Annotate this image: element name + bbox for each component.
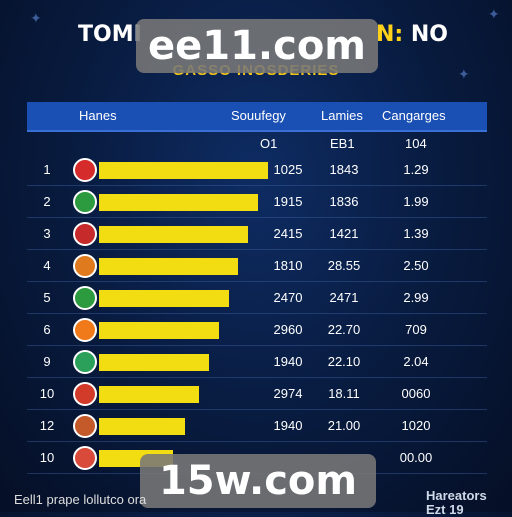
team-logo-icon xyxy=(73,446,97,470)
rank-label: 5 xyxy=(43,290,51,305)
table-row[interactable]: 6 2960 22.70 709 xyxy=(27,314,487,346)
star-icon: ✦ xyxy=(488,6,500,22)
value-col-1: 1915 xyxy=(273,194,303,209)
value-col-3: 1020 xyxy=(401,418,431,433)
score-bar xyxy=(99,290,229,307)
col-header-1: Souufegy xyxy=(231,108,286,123)
table-row[interactable]: 9 1940 22.10 2.04 xyxy=(27,346,487,378)
rank-label: 10 xyxy=(39,386,55,401)
value-col-3: 709 xyxy=(405,322,427,337)
col-header-2: Lamies xyxy=(321,108,363,123)
team-logo-icon xyxy=(73,222,97,246)
rank-label: 12 xyxy=(39,418,55,433)
value-col-2: 18.11 xyxy=(328,386,360,401)
table-row[interactable]: 12 1940 21.00 1020 xyxy=(27,410,487,442)
score-bar xyxy=(99,162,268,179)
subheader-2: EB1 xyxy=(330,136,355,151)
value-col-1: 1940 xyxy=(273,354,303,369)
table-row[interactable]: 5 2470 2471 2.99 xyxy=(27,282,487,314)
value-col-3: 1.29 xyxy=(403,162,429,177)
watermark-bottom: 15w.com xyxy=(140,454,376,508)
value-col-2: 2471 xyxy=(329,290,359,305)
value-col-2: 28.55 xyxy=(327,258,361,273)
table-subheader: O1 EB1 104 xyxy=(0,136,512,152)
value-col-2: 1836 xyxy=(329,194,359,209)
subheader-3: 104 xyxy=(405,136,427,151)
score-bar xyxy=(99,258,238,275)
team-logo-icon xyxy=(73,286,97,310)
watermark-top: ee11.com xyxy=(136,19,378,73)
value-col-1: 2974 xyxy=(273,386,303,401)
score-bar xyxy=(99,226,248,243)
value-col-3: 1.99 xyxy=(403,194,429,209)
score-bar xyxy=(99,386,199,403)
value-col-2: 21.00 xyxy=(327,418,361,433)
team-logo-icon xyxy=(73,254,97,278)
value-col-3: 2.99 xyxy=(403,290,429,305)
rank-label: 10 xyxy=(39,450,55,465)
rank-label: 3 xyxy=(43,226,51,241)
value-col-1: 1025 xyxy=(273,162,303,177)
team-logo-icon xyxy=(73,318,97,342)
value-col-3: 2.50 xyxy=(403,258,429,273)
footer-right: Hareators Ezt 19 xyxy=(426,488,487,517)
value-col-3: 2.04 xyxy=(403,354,429,369)
value-col-1: 1810 xyxy=(273,258,303,273)
value-col-2: 22.70 xyxy=(327,322,361,337)
subheader-1: O1 xyxy=(260,136,278,151)
value-col-1: 2960 xyxy=(273,322,303,337)
score-bar xyxy=(99,418,185,435)
score-bar xyxy=(99,194,258,211)
table-row[interactable]: 10 2974 18.11 0060 xyxy=(27,378,487,410)
title-left: TOMI xyxy=(78,22,142,47)
rank-label: 1 xyxy=(43,162,51,177)
rank-label: 6 xyxy=(43,322,51,337)
table-row[interactable]: 1 1025 1843 1.29 xyxy=(27,154,487,186)
value-col-1: 2415 xyxy=(273,226,303,241)
col-header-3: Cangarges xyxy=(382,108,446,123)
table-row[interactable]: 2 1915 1836 1.99 xyxy=(27,186,487,218)
value-col-2: 1843 xyxy=(329,162,359,177)
rank-label: 9 xyxy=(43,354,51,369)
value-col-1: 2470 xyxy=(273,290,303,305)
value-col-2: 22.10 xyxy=(327,354,361,369)
team-logo-icon xyxy=(73,350,97,374)
value-col-3: 0060 xyxy=(401,386,431,401)
rank-label: 4 xyxy=(43,258,51,273)
footer-left: Eell1 prape lollutco ora xyxy=(14,492,147,507)
score-bar xyxy=(99,322,219,339)
table-row[interactable]: 4 1810 28.55 2.50 xyxy=(27,250,487,282)
score-bar xyxy=(99,354,209,371)
team-logo-icon xyxy=(73,158,97,182)
table-row[interactable]: 3 2415 1421 1.39 xyxy=(27,218,487,250)
col-header-name: Hanes xyxy=(79,108,117,123)
value-col-3: 00.00 xyxy=(399,450,433,465)
star-icon: ✦ xyxy=(30,10,42,26)
table-header: Hanes Souufegy Lamies Cangarges xyxy=(27,102,487,132)
team-logo-icon xyxy=(73,190,97,214)
rank-label: 2 xyxy=(43,194,51,209)
title-right: N: NO xyxy=(376,22,448,47)
team-logo-icon xyxy=(73,382,97,406)
value-col-3: 1.39 xyxy=(403,226,429,241)
team-logo-icon xyxy=(73,414,97,438)
value-col-2: 1421 xyxy=(329,226,359,241)
value-col-1: 1940 xyxy=(273,418,303,433)
star-icon: ✦ xyxy=(458,66,470,82)
